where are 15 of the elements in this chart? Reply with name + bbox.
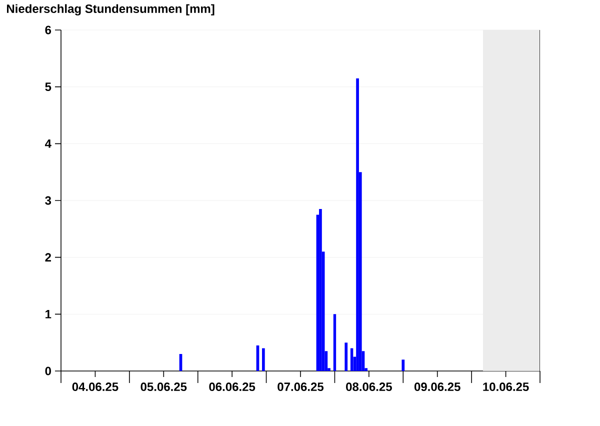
x-tick-label: 05.06.25 — [140, 382, 187, 392]
x-tick-label: 10.06.25 — [483, 382, 529, 392]
y-tick-label: 6 — [45, 26, 52, 34]
y-tick-label: 5 — [45, 82, 52, 92]
x-tick-label: 06.06.25 — [209, 382, 256, 392]
y-tick-label: 2 — [45, 253, 51, 262]
y-tick-label: 4 — [44, 140, 52, 148]
x-tick-label: 08.06.25 — [346, 382, 392, 392]
y-tick-label: 1 — [46, 310, 52, 318]
x-tick-label: 07.06.25 — [278, 382, 324, 392]
x-tick-label: 04.06.25 — [72, 382, 118, 392]
y-tick-label: 0 — [45, 366, 51, 376]
x-tick-label: 09.06.25 — [414, 382, 460, 392]
chart-title: Niederschlag Stundensummen [mm] — [7, 4, 214, 16]
y-tick-label: 3 — [45, 196, 52, 205]
